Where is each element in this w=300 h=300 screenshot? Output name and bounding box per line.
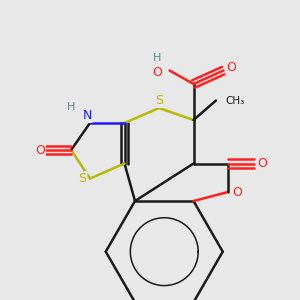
Text: H: H — [153, 53, 162, 64]
Text: O: O — [226, 61, 236, 74]
Text: S: S — [155, 94, 163, 107]
Text: S: S — [79, 172, 86, 185]
Text: CH₃: CH₃ — [226, 95, 245, 106]
Text: N: N — [82, 109, 92, 122]
Text: O: O — [257, 157, 267, 170]
Text: O: O — [35, 143, 45, 157]
Text: O: O — [232, 185, 242, 199]
Text: H: H — [67, 101, 76, 112]
Text: O: O — [153, 65, 162, 79]
